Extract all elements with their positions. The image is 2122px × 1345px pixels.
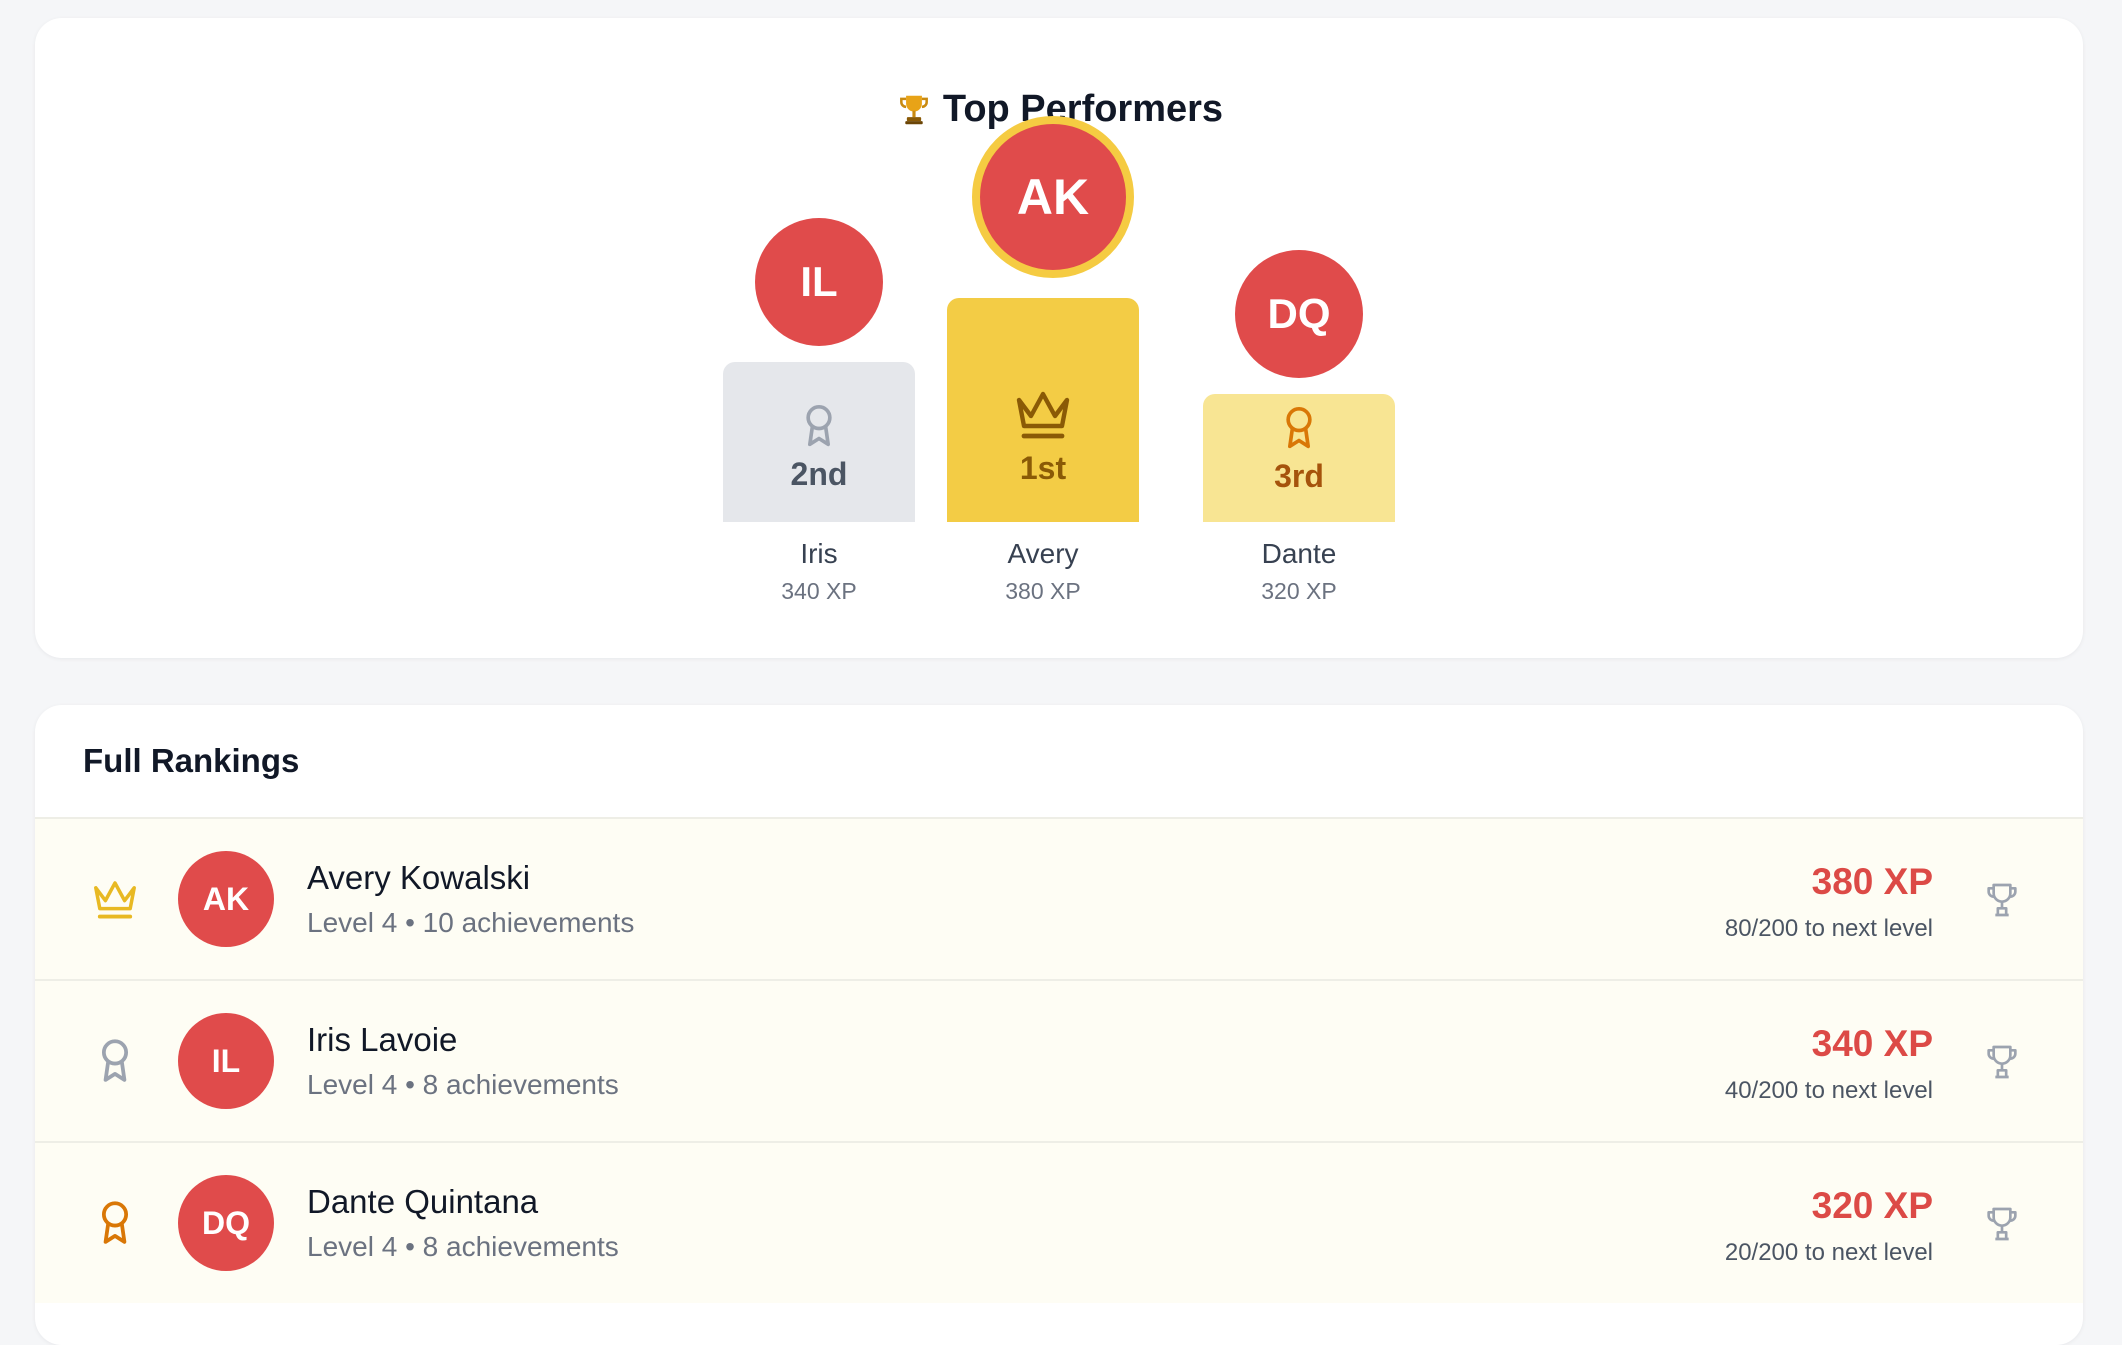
ribbon-icon [1286,407,1312,449]
trophy-outline-icon[interactable] [1982,1041,2022,1083]
ranking-next-level: 40/200 to next level [1724,1077,1933,1104]
crown-icon [1016,391,1070,439]
podium-xp-third: 320 XP [1261,578,1337,604]
avatar[interactable]: IL [178,1013,274,1109]
avatar[interactable]: AK [178,851,274,947]
rankings-title: Full Rankings [83,742,300,779]
ranking-xp: 320 XP [1811,1185,1933,1226]
podium-block-second: 2nd [723,362,915,522]
ranking-next-level: 80/200 to next level [1724,915,1933,942]
podium-name-second: Iris [800,538,838,569]
podium-rank-label-second: 2nd [790,456,848,492]
ranking-xp: 380 XP [1811,861,1933,902]
ranking-subtitle: Level 4 • 8 achievements [307,1231,619,1262]
ranking-xp: 340 XP [1811,1023,1933,1064]
ribbon-icon [101,1039,129,1082]
podium-avatar-second[interactable]: IL [755,218,883,346]
ranking-row[interactable]: DQ Dante Quintana Level 4 • 8 achievemen… [35,1141,2083,1303]
crown-icon [94,881,136,919]
top-performers-card: Top Performers IL 2nd Iris 340 XP AK 1st… [35,18,2083,658]
trophy-outline-icon[interactable] [1982,879,2022,921]
ranking-subtitle: Level 4 • 8 achievements [307,1069,619,1100]
trophy-icon [899,95,928,124]
ribbon-icon [101,1201,129,1244]
podium-name-first: Avery [1007,538,1079,569]
podium-xp-first: 380 XP [1005,578,1081,604]
ranking-row[interactable]: AK Avery Kowalski Level 4 • 10 achieveme… [35,817,2083,979]
ranking-name: Dante Quintana [307,1183,539,1220]
ribbon-icon [806,405,832,447]
podium-xp-second: 340 XP [781,578,857,604]
podium-rank-label-first: 1st [1019,450,1067,486]
ranking-name: Iris Lavoie [307,1021,458,1058]
podium-block-first: 1st [947,298,1139,522]
ranking-subtitle: Level 4 • 10 achievements [307,907,635,938]
podium-rank-label-third: 3rd [1274,458,1324,494]
podium-block-third: 3rd [1203,394,1395,522]
ranking-next-level: 20/200 to next level [1724,1239,1933,1266]
ranking-name: Avery Kowalski [307,859,531,896]
podium-avatar-third[interactable]: DQ [1235,250,1363,378]
avatar[interactable]: DQ [178,1175,274,1271]
trophy-outline-icon[interactable] [1982,1203,2022,1245]
full-rankings-card: Full Rankings AK Avery Kowalski Level 4 … [35,705,2083,1345]
podium-avatar-first[interactable]: AK [972,116,1134,278]
ranking-row[interactable]: IL Iris Lavoie Level 4 • 8 achievements … [35,979,2083,1141]
podium-name-third: Dante [1261,538,1337,569]
